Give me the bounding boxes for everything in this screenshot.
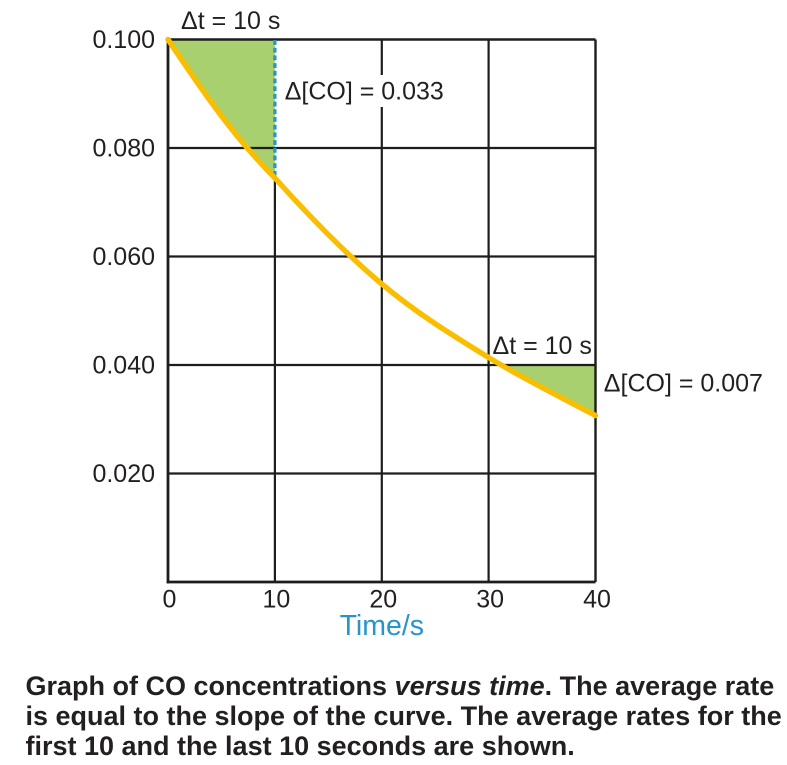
svg-text:40: 40 bbox=[583, 586, 611, 614]
svg-text:10: 10 bbox=[262, 586, 290, 614]
svg-text:Δt = 10 s: Δt = 10 s bbox=[493, 332, 592, 360]
svg-text:Δ[CO] = 0.033: Δ[CO] = 0.033 bbox=[285, 78, 444, 106]
svg-text:0: 0 bbox=[163, 586, 177, 614]
svg-text:Δt = 10 s: Δt = 10 s bbox=[181, 7, 280, 35]
svg-text:0.060: 0.060 bbox=[92, 243, 155, 271]
svg-text:30: 30 bbox=[476, 586, 504, 614]
svg-text:0.040: 0.040 bbox=[92, 352, 155, 380]
svg-text:Time/s: Time/s bbox=[340, 610, 424, 642]
svg-text:0.080: 0.080 bbox=[92, 135, 155, 163]
svg-text:Δ[CO] = 0.007: Δ[CO] = 0.007 bbox=[604, 370, 763, 398]
svg-text:20: 20 bbox=[369, 586, 397, 614]
svg-text:0.020: 0.020 bbox=[92, 460, 155, 488]
svg-text:0.100: 0.100 bbox=[92, 26, 155, 54]
